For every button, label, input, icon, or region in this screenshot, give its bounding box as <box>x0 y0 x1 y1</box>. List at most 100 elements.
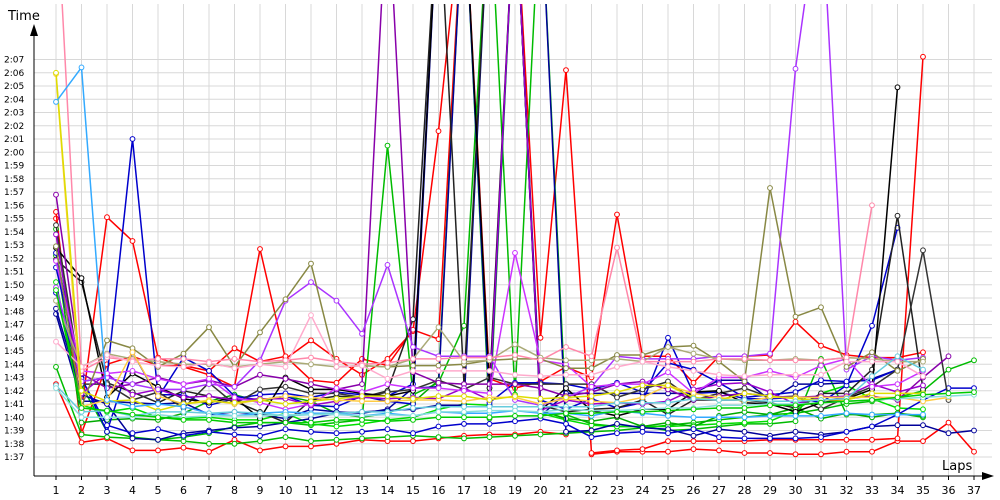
data-point <box>53 69 59 76</box>
data-point <box>257 397 263 403</box>
data-point <box>894 422 901 429</box>
data-point <box>104 352 110 358</box>
y-tick-label: 1:50 <box>4 281 24 291</box>
data-point <box>231 394 238 401</box>
data-point <box>257 329 263 336</box>
data-point <box>206 324 212 331</box>
data-point <box>818 406 824 413</box>
data-point <box>333 430 340 437</box>
data-point <box>741 385 748 392</box>
y-tick-label: 1:47 <box>4 321 24 331</box>
data-point <box>461 435 467 442</box>
data-point <box>716 434 722 441</box>
data-point <box>231 424 238 431</box>
data-point <box>818 371 824 378</box>
data-point <box>818 434 824 441</box>
data-point <box>129 368 136 374</box>
y-tick-label: 1:53 <box>4 241 24 251</box>
y-tick-label: 2:03 <box>4 109 24 119</box>
data-point <box>461 398 467 405</box>
data-point <box>410 405 416 411</box>
data-point <box>53 338 59 345</box>
x-axis-arrow <box>982 472 994 480</box>
y-tick-label: 1:49 <box>4 294 24 304</box>
data-point <box>920 349 926 356</box>
data-point <box>767 450 773 456</box>
series-line <box>55 4 899 420</box>
data-point <box>818 342 824 349</box>
data-point <box>741 414 748 421</box>
data-point <box>512 432 518 439</box>
data-point <box>155 414 161 421</box>
data-point <box>384 142 391 149</box>
y-tick-label: 2:06 <box>4 69 24 79</box>
data-point <box>767 402 773 409</box>
x-tick-label: 27 <box>712 484 726 497</box>
x-tick-label: 16 <box>432 484 446 497</box>
data-point <box>206 440 212 447</box>
data-point <box>920 382 926 389</box>
data-point <box>53 279 59 286</box>
data-point <box>231 413 238 419</box>
data-point <box>537 373 544 380</box>
data-point <box>282 296 289 303</box>
data-point <box>945 430 952 437</box>
data-point <box>308 279 314 286</box>
data-point <box>257 386 263 393</box>
data-point <box>665 438 671 445</box>
data-point <box>639 382 646 389</box>
data-point <box>486 397 493 403</box>
x-tick-label: 13 <box>355 484 369 497</box>
data-point <box>231 383 238 390</box>
data-point <box>945 366 952 373</box>
x-tick-label: 11 <box>304 484 318 497</box>
data-point <box>129 397 136 403</box>
data-point <box>231 440 238 447</box>
y-tick-label: 1:42 <box>4 387 24 397</box>
data-point <box>257 438 263 445</box>
x-tick-label: 23 <box>610 484 624 497</box>
data-point <box>435 385 442 392</box>
data-point <box>461 387 467 394</box>
y-tick-label: 1:48 <box>4 307 24 317</box>
data-point <box>843 436 850 443</box>
data-point <box>665 399 671 406</box>
data-point <box>308 260 314 267</box>
data-point <box>588 418 595 425</box>
data-point <box>767 393 773 400</box>
data-point <box>129 447 136 454</box>
x-tick-label: 5 <box>155 484 162 497</box>
data-point <box>282 443 289 450</box>
data-point <box>257 371 263 378</box>
data-point <box>206 368 212 374</box>
data-point <box>282 364 289 370</box>
y-tick-label: 2:07 <box>4 56 24 66</box>
data-point <box>869 390 875 397</box>
data-point <box>155 386 161 393</box>
y-tick-label: 1:46 <box>4 334 24 344</box>
data-point <box>716 397 722 403</box>
data-point <box>716 371 722 378</box>
data-point <box>231 345 238 352</box>
data-point <box>155 393 161 400</box>
data-point <box>129 238 136 244</box>
data-point <box>818 413 824 419</box>
data-point <box>410 344 416 350</box>
data-point <box>231 365 238 372</box>
data-point <box>690 342 697 349</box>
x-tick-label: 2 <box>78 484 85 497</box>
data-point <box>537 413 544 419</box>
data-point <box>614 381 620 388</box>
data-point <box>563 371 569 378</box>
data-point <box>78 405 85 411</box>
data-point <box>180 444 187 451</box>
data-point <box>486 421 493 427</box>
data-point <box>435 434 442 441</box>
data-point <box>639 358 646 365</box>
data-point <box>461 354 467 361</box>
data-point <box>384 434 391 441</box>
data-point <box>792 413 799 419</box>
data-point <box>180 417 187 423</box>
data-point <box>869 202 875 209</box>
